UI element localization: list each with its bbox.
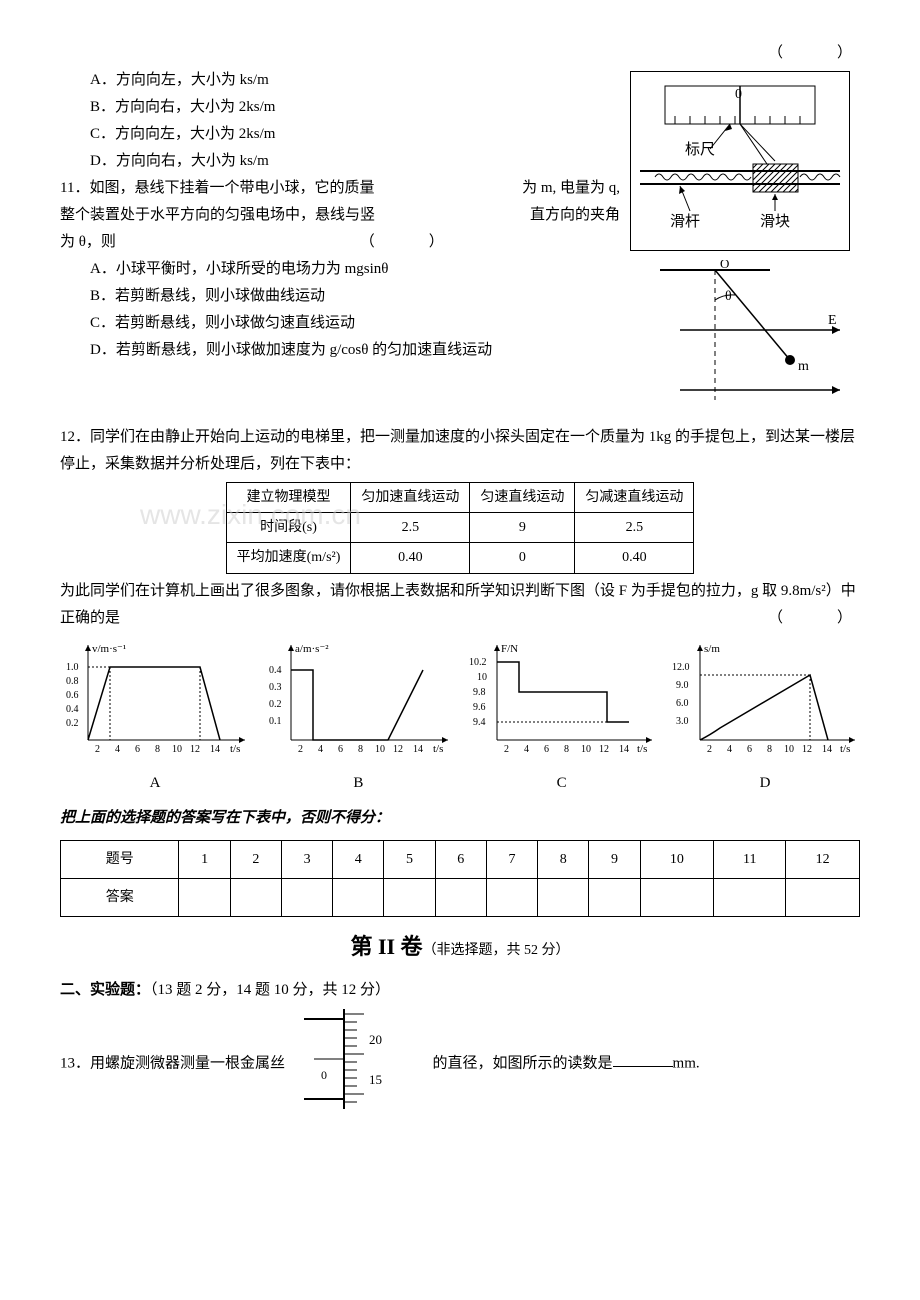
svg-text:6: 6 <box>747 744 752 755</box>
section2-heading: 二、实验题：（13 题 2 分，14 题 10 分，共 12 分） <box>60 977 860 1004</box>
svg-text:t/s: t/s <box>840 743 850 755</box>
svg-text:9.0: 9.0 <box>676 680 689 691</box>
svg-text:6.0: 6.0 <box>676 698 689 709</box>
svg-text:2: 2 <box>504 744 509 755</box>
label-scale: 标尺 <box>685 141 715 158</box>
chart-d: s/m t/s 12.0 9.0 6.0 3.0 2 4 6 8 10 12 1… <box>670 640 860 797</box>
svg-text:v/m·s⁻¹: v/m·s⁻¹ <box>92 643 126 655</box>
svg-text:6: 6 <box>135 744 140 755</box>
q11-paren: （ ） <box>360 234 452 250</box>
svg-text:8: 8 <box>358 744 363 755</box>
svg-text:14: 14 <box>822 744 832 755</box>
svg-text:12.0: 12.0 <box>672 662 690 673</box>
q13-figure: 0 20 15 <box>299 1004 419 1124</box>
svg-text:6: 6 <box>338 744 343 755</box>
svg-text:8: 8 <box>155 744 160 755</box>
svg-text:8: 8 <box>767 744 772 755</box>
q10-paren: （ ） <box>768 40 860 67</box>
svg-text:4: 4 <box>727 744 732 755</box>
svg-text:2: 2 <box>95 744 100 755</box>
svg-text:6: 6 <box>544 744 549 755</box>
svg-text:F/N: F/N <box>501 643 518 655</box>
svg-text:10: 10 <box>477 672 487 683</box>
q12-charts: v/m·s⁻¹ t/s 1.0 0.8 0.6 0.4 0.2 2 4 6 8 … <box>60 640 860 797</box>
q11-figure: O θ m E <box>650 260 850 420</box>
svg-text:4: 4 <box>115 744 120 755</box>
svg-text:10: 10 <box>784 744 794 755</box>
chart-b: a/m·s⁻² t/s 0.4 0.3 0.2 0.1 2 4 6 8 10 1… <box>263 640 453 797</box>
answer-instruction: 把上面的选择题的答案写在下表中，否则不得分： <box>60 805 860 832</box>
q12-stem2: 为此同学们在计算机上画出了很多图象，请你根据上表数据和所学知识判断下图（设 F … <box>60 578 860 632</box>
q13-line: 13．用螺旋测微器测量一根金属丝 0 20 15 的直径，如图所示的读数是mm. <box>60 1004 860 1124</box>
svg-text:15: 15 <box>369 1072 382 1087</box>
svg-text:9.4: 9.4 <box>473 717 486 728</box>
svg-text:12: 12 <box>802 744 812 755</box>
svg-text:9.6: 9.6 <box>473 702 486 713</box>
q10-diagram-svg: 0 标尺 滑杆 滑块 <box>635 76 845 236</box>
svg-text:t/s: t/s <box>433 743 443 755</box>
svg-text:12: 12 <box>393 744 403 755</box>
svg-text:12: 12 <box>599 744 609 755</box>
svg-text:10: 10 <box>581 744 591 755</box>
part2-title: 第 II 卷（非选择题，共 52 分） <box>60 927 860 967</box>
svg-text:1.0: 1.0 <box>66 662 79 673</box>
chart-a: v/m·s⁻¹ t/s 1.0 0.8 0.6 0.4 0.2 2 4 6 8 … <box>60 640 250 797</box>
svg-text:10.2: 10.2 <box>469 657 487 668</box>
label-block: 滑块 <box>760 213 790 230</box>
svg-text:2: 2 <box>298 744 303 755</box>
svg-text:0.4: 0.4 <box>269 665 282 676</box>
svg-text:0: 0 <box>321 1068 327 1082</box>
svg-text:s/m: s/m <box>704 643 720 655</box>
svg-text:θ: θ <box>725 289 732 304</box>
svg-text:O: O <box>720 260 729 271</box>
svg-text:4: 4 <box>318 744 323 755</box>
chart-c: F/N t/s 10.2 10 9.8 9.6 9.4 2 4 6 8 10 1… <box>467 640 657 797</box>
svg-text:0.2: 0.2 <box>269 699 282 710</box>
svg-text:8: 8 <box>564 744 569 755</box>
svg-text:a/m·s⁻²: a/m·s⁻² <box>295 643 329 655</box>
svg-text:m: m <box>798 359 809 374</box>
svg-text:E: E <box>828 313 837 328</box>
svg-text:t/s: t/s <box>230 743 240 755</box>
svg-text:14: 14 <box>619 744 629 755</box>
svg-text:14: 14 <box>413 744 423 755</box>
label-rod: 滑杆 <box>670 213 700 230</box>
svg-text:0.4: 0.4 <box>66 704 79 715</box>
svg-text:20: 20 <box>369 1032 382 1047</box>
svg-text:10: 10 <box>375 744 385 755</box>
q12-paren: （ ） <box>768 605 860 632</box>
answer-table: 题号 12 34 56 78 910 1112 答案 <box>60 840 860 917</box>
q11-diagram-svg: O θ m E <box>650 260 850 410</box>
q12-table-wrap: www.zixin.com.cn 建立物理模型匀加速直线运动匀速直线运动匀减速直… <box>60 482 860 574</box>
q13-blank[interactable] <box>613 1066 673 1067</box>
svg-text:12: 12 <box>190 744 200 755</box>
svg-text:0.6: 0.6 <box>66 690 79 701</box>
svg-text:0.3: 0.3 <box>269 682 282 693</box>
svg-text:0.2: 0.2 <box>66 718 79 729</box>
svg-text:4: 4 <box>524 744 529 755</box>
svg-text:10: 10 <box>172 744 182 755</box>
svg-text:14: 14 <box>210 744 220 755</box>
q12-stem: 12．同学们在由静止开始向上运动的电梯里，把一测量加速度的小探头固定在一个质量为… <box>60 424 860 478</box>
q10-figure: 0 标尺 滑杆 滑块 <box>630 71 850 251</box>
svg-text:2: 2 <box>707 744 712 755</box>
watermark-text: www.zixin.com.cn <box>140 490 361 540</box>
svg-text:t/s: t/s <box>637 743 647 755</box>
svg-text:9.8: 9.8 <box>473 687 486 698</box>
scale-zero: 0 <box>735 87 742 102</box>
svg-text:3.0: 3.0 <box>676 716 689 727</box>
svg-text:0.1: 0.1 <box>269 716 282 727</box>
svg-text:0.8: 0.8 <box>66 676 79 687</box>
